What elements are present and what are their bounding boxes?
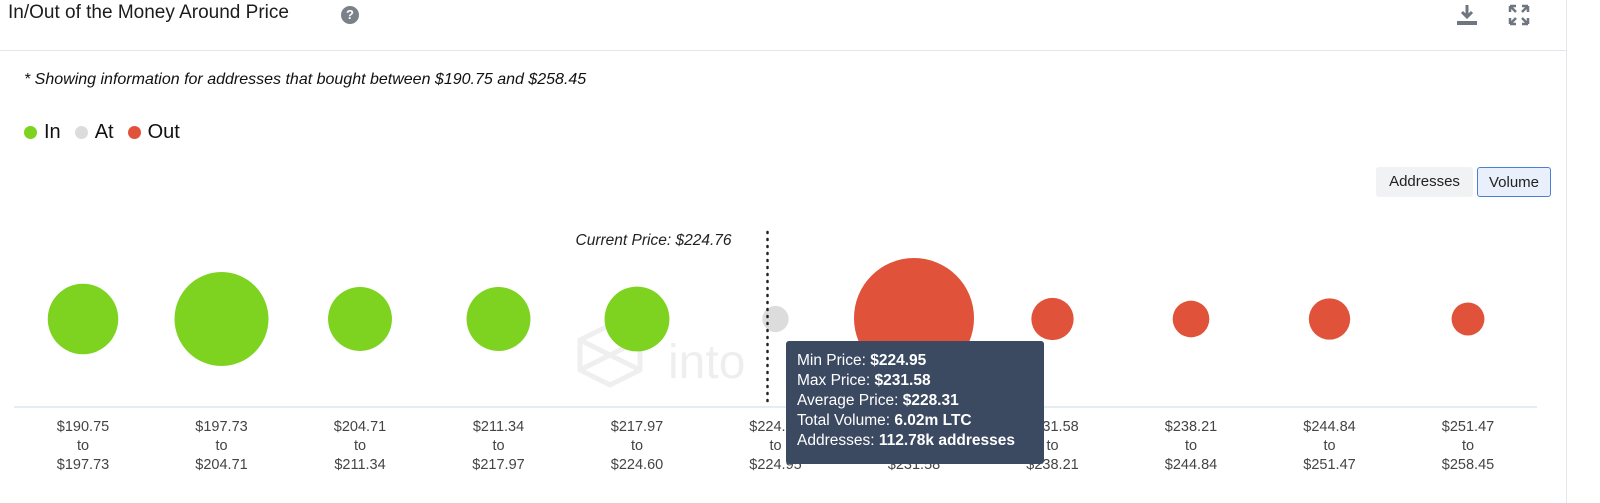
expand-icon[interactable] (1506, 2, 1532, 28)
legend-in-label: In (44, 120, 61, 143)
widget-title: In/Out of the Money Around Price (8, 2, 289, 23)
watermark-text: into (668, 336, 745, 389)
download-icon[interactable] (1454, 2, 1480, 28)
bubble-7 (1031, 297, 1074, 341)
tick-label-to: to (215, 438, 227, 454)
tooltip-avg-row: Average Price: $228.31 (797, 391, 1044, 411)
tooltip-vol-value: 6.02m LTC (894, 412, 972, 429)
tooltip-max-value: $231.58 (874, 372, 931, 389)
current-price-label: Current Price: $224.76 (576, 232, 732, 249)
tooltip-avg-value: $228.31 (902, 392, 959, 409)
tick-label-from: $251.47 (1442, 419, 1494, 435)
tick-label-until: $217.97 (472, 457, 524, 473)
tick-label-from: $197.73 (195, 419, 247, 435)
tooltip-addr-label: Addresses: (797, 432, 875, 449)
question-circle-icon[interactable]: ? (341, 6, 359, 24)
tick-label-until: $258.45 (1442, 457, 1494, 473)
bubble-0 (47, 283, 119, 355)
tick-label-to: to (1185, 438, 1197, 454)
tick-label-until: $211.34 (334, 457, 385, 473)
tick-label-from: $204.71 (334, 419, 386, 435)
tick-label-until: $197.73 (57, 457, 109, 473)
bubble-chart: into $190.75 to $197.73 $197.73 to $204.71 $204… (14, 230, 1537, 473)
tick-label-to: to (769, 438, 781, 454)
tick-label-from: $190.75 (57, 419, 109, 435)
legend-at-dot (74, 125, 88, 139)
tick-label-from: $238.21 (1165, 419, 1217, 435)
tick-label-from: $244.84 (1303, 419, 1355, 435)
tooltip-min-label: Min Price: (797, 352, 866, 369)
tick-label-until: $251.47 (1303, 457, 1355, 473)
tick-label-to: to (631, 438, 643, 454)
tooltip-addr-value: 112.78k addresses (878, 432, 1016, 449)
tick-label-to: to (77, 438, 89, 454)
legend-out-label: Out (147, 120, 180, 143)
tick-label-to: to (1462, 438, 1474, 454)
tooltip-vol-row: Total Volume: 6.02m LTC (797, 411, 1044, 431)
tooltip-min-row: Min Price: $224.95 (797, 351, 1044, 371)
legend-item-in[interactable]: In (24, 121, 61, 144)
tooltip-max-row: Max Price: $231.58 (797, 371, 1044, 391)
tick-label-to: to (354, 438, 366, 454)
tick-label-to: to (1046, 438, 1058, 454)
tick-label-to: to (492, 438, 504, 454)
legend-out-dot (127, 125, 141, 139)
tick-label-from: $211.34 (473, 419, 524, 435)
legend-item-out[interactable]: Out (127, 120, 180, 144)
widget-header: In/Out of the Money Around Price ? (0, 0, 1566, 51)
tick-label-until: $204.71 (195, 457, 247, 473)
legend-in-dot (24, 125, 37, 139)
bubble-1 (174, 272, 269, 366)
panel-border (1566, 0, 1567, 503)
legend: In At Out (24, 120, 194, 144)
legend-item-at[interactable]: At (74, 120, 114, 144)
bubble-2 (328, 287, 392, 351)
bubble-3 (466, 287, 531, 351)
bubble-10 (1451, 302, 1485, 336)
tick-label-until: $244.84 (1165, 457, 1217, 473)
volume-toggle-button[interactable]: Volume (1477, 167, 1551, 197)
bubble-4 (604, 286, 670, 352)
tooltip-min-value: $224.95 (870, 352, 927, 369)
tooltip-max-label: Max Price: (797, 372, 871, 389)
tooltip-vol-label: Total Volume: (797, 412, 891, 429)
range-note: * Showing information for addresses that… (24, 71, 587, 88)
bucket-tooltip: Min Price: $224.95 Max Price: $231.58 Av… (786, 341, 1044, 464)
bubble-5 (762, 305, 789, 333)
tooltip-addr-row: Addresses: 112.78k addresses (797, 431, 1044, 451)
tick-label-until: $224.60 (611, 457, 663, 473)
tick-label-to: to (1323, 438, 1335, 454)
legend-at-label: At (94, 120, 114, 143)
addresses-toggle-button[interactable]: Addresses (1376, 167, 1473, 197)
tooltip-avg-label: Average Price: (797, 392, 899, 409)
bubble-9 (1308, 298, 1351, 340)
bubble-8 (1172, 300, 1210, 338)
tick-label-from: $217.97 (611, 419, 663, 435)
